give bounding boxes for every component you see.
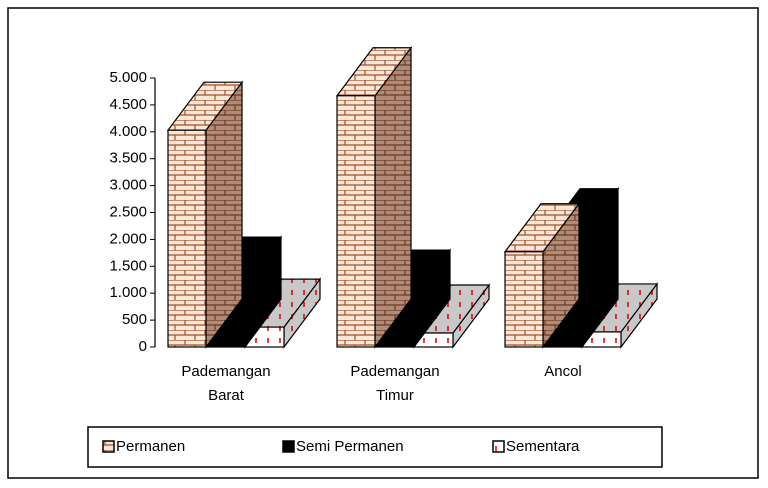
y-tick-label: 4.500 [109,96,147,113]
legend-box [87,426,663,468]
bar-front [504,251,544,348]
legend-label: Sementara [506,438,580,455]
y-tick-label: 3.500 [109,150,147,167]
y-tick-label: 1.500 [109,257,147,274]
y-tick-label: 1.000 [109,284,147,301]
y-tick-label: 2.000 [109,230,147,247]
bar [166,80,244,349]
x-tick-label: Pademangan Barat [181,363,270,404]
bar [335,45,413,349]
x-tick-label: Ancol [544,363,582,380]
legend-swatch [492,440,505,453]
y-tick-label: 500 [122,311,147,328]
bar [503,201,581,349]
y-tick-label: 2.500 [109,203,147,220]
legend-label: Semi Permanen [296,438,404,455]
y-tick-label: 4.000 [109,123,147,140]
bar-front [167,129,207,348]
y-tick-label: 5.000 [109,69,147,86]
x-tick-label: Pademangan Timur [350,363,439,404]
bar-side [374,45,412,349]
legend-swatch [282,440,295,453]
y-tick-label: 3.000 [109,177,147,194]
y-tick-label: 0 [139,338,147,355]
legend-label: Permanen [116,438,185,455]
legend-swatch [102,440,115,453]
bar-front [336,95,376,348]
